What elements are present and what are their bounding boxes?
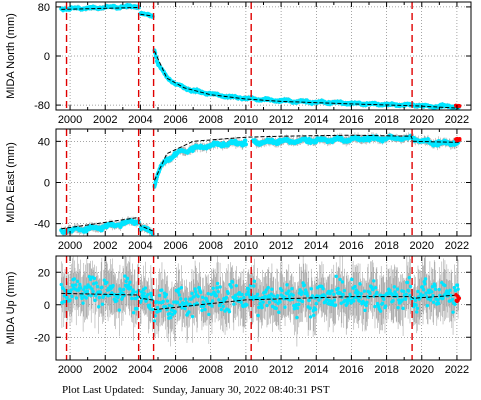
y-tick-label: 40: [38, 136, 50, 148]
gps-points: [59, 274, 461, 323]
ticks: [56, 256, 471, 360]
y-tick-label: 0: [44, 178, 50, 190]
x-tick-label: 2014: [304, 114, 328, 126]
x-tick-label: 2014: [304, 240, 328, 252]
x-tick-label: 2006: [163, 114, 187, 126]
data-layer: [59, 256, 462, 347]
data-layer: [59, 132, 462, 236]
x-tick-label: 2008: [199, 240, 223, 252]
footer-label: Plot Last Updated:: [62, 384, 145, 396]
ticks: [56, 2, 471, 110]
x-tick-label: 2010: [234, 364, 258, 376]
data-layer: [59, 2, 462, 110]
x-tick-label: 2004: [128, 114, 152, 126]
x-tick-label: 2012: [269, 114, 293, 126]
x-tick-label: 2018: [374, 364, 398, 376]
x-tick-label: 2020: [410, 240, 434, 252]
footer-value: Sunday, January 30, 2022 08:40:31 PST: [152, 384, 330, 396]
x-tick-label: 2006: [163, 364, 187, 376]
x-tick-label: 2002: [93, 364, 117, 376]
x-tick-label: 2016: [339, 114, 363, 126]
x-tick-label: 2004: [128, 240, 152, 252]
x-tick-label: 2006: [163, 240, 187, 252]
panel-2: 2000 2002 2004 2006 2008 2010 2012 2014 2016 2018…: [5, 128, 472, 252]
footer-timestamp: Plot Last Updated: Sunday, January 30, 2…: [62, 384, 330, 396]
y-tick-label: 20: [38, 267, 50, 279]
x-tick-label: 2020: [410, 364, 434, 376]
x-tick-label: 2010: [234, 114, 258, 126]
x-tick-label: 2004: [128, 364, 152, 376]
x-tick-label: 2008: [199, 114, 223, 126]
event-lines: [65, 256, 413, 360]
x-tick-label: 2022: [445, 114, 469, 126]
x-tick-label: 2022: [445, 364, 469, 376]
x-tick-label: 2020: [410, 114, 434, 126]
event-lines: [65, 129, 413, 236]
ticks: [56, 129, 471, 236]
y-tick-label: -20: [34, 332, 50, 344]
recent-points: [454, 103, 462, 109]
x-tick-label: 2022: [445, 240, 469, 252]
x-tick-label: 2008: [199, 364, 223, 376]
y-axis-title: MIDA East (mm): [5, 142, 17, 223]
x-tick-label: 2000: [58, 240, 82, 252]
y-tick-label: 80: [38, 2, 50, 14]
x-tick-label: 2002: [93, 114, 117, 126]
gridlines: [56, 2, 471, 110]
y-axis-title: MIDA North (mm): [5, 13, 17, 99]
x-tick-label: 2014: [304, 364, 328, 376]
x-tick-label: 2016: [339, 364, 363, 376]
model-line: [61, 134, 459, 232]
y-tick-label: -80: [34, 100, 50, 112]
event-lines: [65, 2, 413, 110]
gps-points: [59, 133, 461, 236]
x-tick-label: 2012: [269, 364, 293, 376]
x-tick-label: 2012: [269, 240, 293, 252]
y-tick-label: -40: [34, 219, 50, 231]
x-tick-label: 2018: [374, 240, 398, 252]
panel-1: 2000 2002 2004 2006 2008 2010 2012 2014 2016 2018…: [5, 1, 472, 126]
model-line: [61, 292, 459, 311]
x-tick-label: 2018: [374, 114, 398, 126]
x-tick-label: 2000: [58, 114, 82, 126]
y-tick-label: 0: [44, 51, 50, 63]
x-tick-label: 2002: [93, 240, 117, 252]
x-tick-label: 2010: [234, 240, 258, 252]
recent-points: [454, 136, 462, 143]
y-axis-title: MIDA Up (mm): [5, 272, 17, 345]
panel-3: 2000 2002 2004 2006 2008 2010 2012 2014 2016 2018…: [5, 255, 472, 376]
y-tick-label: 0: [44, 300, 50, 312]
x-tick-label: 2016: [339, 240, 363, 252]
recent-points: [454, 292, 462, 304]
x-tick-label: 2000: [58, 364, 82, 376]
